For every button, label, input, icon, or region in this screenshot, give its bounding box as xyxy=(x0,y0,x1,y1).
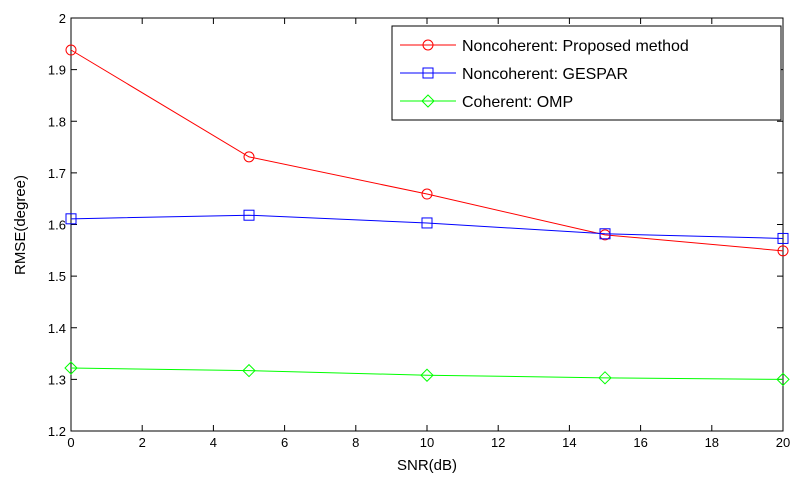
x-tick-label: 18 xyxy=(705,435,719,450)
series-line-1 xyxy=(70,49,784,252)
x-tick-label: 16 xyxy=(633,435,647,450)
x-tick-label: 12 xyxy=(491,435,505,450)
data-point-diamond xyxy=(420,368,434,382)
data-point-circle xyxy=(777,245,789,257)
x-tick-label: 8 xyxy=(352,435,359,450)
data-point-diamond xyxy=(242,363,256,378)
data-point-square xyxy=(243,209,255,221)
legend: Noncoherent: Proposed method Noncoherent:… xyxy=(391,25,782,121)
data-point-square xyxy=(421,217,433,229)
x-tick-label: 20 xyxy=(776,435,790,450)
y-tick-label: 1.6 xyxy=(48,218,66,233)
data-point-diamond xyxy=(776,372,790,387)
y-tick-label: 1.2 xyxy=(48,424,66,439)
series-group xyxy=(64,44,790,387)
data-point-square xyxy=(65,213,77,225)
x-tick-label: 0 xyxy=(67,435,74,450)
legend-marker-square xyxy=(422,67,434,79)
y-tick-label: 2 xyxy=(59,11,66,26)
legend-entry-label: Noncoherent: GESPAR xyxy=(462,66,628,83)
data-point-circle xyxy=(65,44,77,56)
data-point-square xyxy=(777,232,789,244)
y-axis-label: RMSE(degree) xyxy=(12,175,29,275)
y-tick-label: 1.8 xyxy=(48,114,66,129)
axis-ticks: 0 2 4 6 8 10 12 14 16 18 20 1.2 1.3 1.4 1.5 1.6 1.7 1.8 1.… xyxy=(48,11,790,450)
legend-marker-diamond xyxy=(421,94,435,108)
x-tick-label: 14 xyxy=(562,435,576,450)
data-point-circle xyxy=(421,188,433,200)
series-line-3 xyxy=(70,367,784,380)
data-point-diamond xyxy=(598,371,612,385)
x-tick-label: 4 xyxy=(210,435,217,450)
legend-box xyxy=(391,25,782,121)
x-tick-label: 2 xyxy=(139,435,146,450)
series-line-2 xyxy=(70,214,784,239)
x-tick-label: 10 xyxy=(420,435,434,450)
x-tick-label: 6 xyxy=(281,435,288,450)
data-point-diamond xyxy=(64,361,78,375)
y-tick-label: 1.4 xyxy=(48,321,66,336)
y-tick-label: 1.9 xyxy=(48,63,66,78)
y-tick-label: 1.5 xyxy=(48,269,66,284)
x-axis-label: SNR(dB) xyxy=(397,457,457,474)
y-tick-label: 1.7 xyxy=(48,166,66,181)
legend-entry-label: Coherent: OMP xyxy=(462,94,573,111)
legend-entry-label: Noncoherent: Proposed method xyxy=(462,38,689,55)
data-point-circle xyxy=(243,151,255,163)
legend-marker-circle xyxy=(422,39,434,51)
y-tick-label: 1.3 xyxy=(48,372,66,387)
data-point-square xyxy=(599,228,611,240)
